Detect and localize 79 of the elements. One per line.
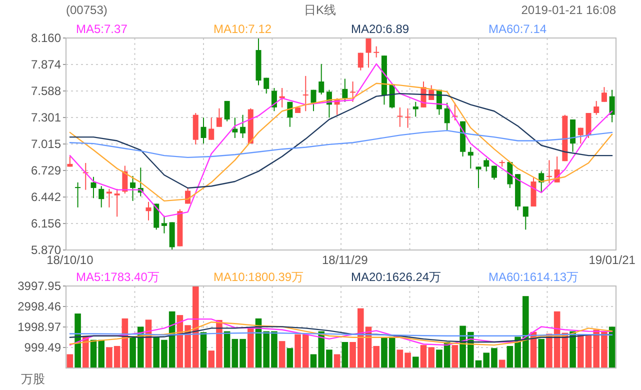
candlestick bbox=[318, 63, 324, 95]
candlestick bbox=[350, 81, 356, 102]
candlestick bbox=[264, 77, 270, 94]
bar bbox=[452, 345, 458, 368]
candlestick bbox=[342, 78, 348, 102]
y-tick-label: 8.160 bbox=[30, 31, 62, 45]
y-tick-label: 6.156 bbox=[30, 216, 62, 231]
text: MA10:7.12 bbox=[214, 22, 272, 36]
bar bbox=[286, 348, 294, 368]
candlestick bbox=[114, 188, 120, 218]
candlestick bbox=[224, 100, 230, 122]
candlestick bbox=[594, 100, 600, 116]
y-tick-label: 999.49 bbox=[24, 340, 62, 354]
bar bbox=[74, 314, 81, 368]
y-tick-label: 3997.95 bbox=[18, 279, 62, 293]
candlestick bbox=[546, 160, 552, 184]
candlestick bbox=[444, 102, 450, 132]
candlestick bbox=[412, 101, 418, 118]
candlestick bbox=[484, 158, 490, 172]
candlestick bbox=[98, 186, 104, 208]
text: MA20:6.89 bbox=[351, 22, 410, 36]
y-tick-label: 6.442 bbox=[30, 190, 62, 204]
candlestick bbox=[271, 87, 277, 112]
candlestick bbox=[366, 38, 372, 68]
text: MA20:1626.24万 bbox=[351, 270, 442, 284]
candlestick bbox=[522, 206, 528, 230]
candlestick bbox=[200, 117, 206, 144]
y-tick-label: 7.301 bbox=[30, 110, 62, 125]
candlestick bbox=[208, 117, 214, 140]
y-axis-title: 万股 bbox=[21, 372, 45, 386]
bar bbox=[342, 342, 348, 368]
bar bbox=[570, 331, 576, 368]
y-tick-label: 1998.97 bbox=[18, 320, 62, 334]
candlestick bbox=[216, 108, 222, 128]
candlestick bbox=[358, 52, 364, 71]
candlestick bbox=[374, 46, 380, 58]
candlestick bbox=[146, 201, 152, 221]
bar bbox=[498, 360, 506, 368]
candlestick bbox=[397, 106, 403, 128]
text: MA5:7.37 bbox=[76, 22, 128, 36]
y-tick-label: 7.588 bbox=[30, 84, 62, 98]
candlestick bbox=[161, 215, 167, 234]
candlestick bbox=[90, 176, 96, 199]
candlestick bbox=[232, 117, 238, 138]
candlestick bbox=[240, 114, 246, 138]
candlestick bbox=[106, 188, 112, 208]
x-tick-label: 18/11/29 bbox=[322, 253, 368, 267]
candlestick bbox=[405, 108, 411, 128]
candlestick bbox=[578, 127, 584, 144]
text: MA5:1783.40万 bbox=[76, 270, 160, 284]
candlestick bbox=[476, 166, 482, 188]
bar bbox=[538, 338, 544, 368]
text: 2019-01-21 16:08 bbox=[521, 3, 616, 17]
text: MA60:1614.13万 bbox=[488, 270, 579, 284]
candlestick bbox=[601, 86, 607, 102]
text: MA60:7.14 bbox=[488, 22, 547, 36]
candlestick bbox=[468, 146, 474, 170]
bar bbox=[224, 331, 230, 368]
y-tick-label: 6.729 bbox=[30, 163, 62, 178]
chart-title: 日K线 bbox=[304, 3, 336, 17]
candlestick bbox=[75, 182, 81, 208]
line-series bbox=[69, 326, 613, 343]
bar bbox=[608, 326, 616, 368]
candlestick bbox=[130, 175, 136, 202]
bar bbox=[412, 356, 419, 368]
y-tick-label: 7.015 bbox=[30, 137, 62, 151]
candlestick bbox=[491, 165, 497, 180]
candlestick bbox=[302, 75, 308, 112]
bar bbox=[334, 354, 340, 368]
bar bbox=[248, 328, 254, 368]
text: (00753) bbox=[66, 3, 108, 17]
bar bbox=[66, 354, 74, 368]
candlestick bbox=[609, 89, 615, 123]
text: MA10:1800.39万 bbox=[214, 270, 304, 284]
y-tick-label: 2998.46 bbox=[18, 300, 62, 314]
bar bbox=[200, 332, 207, 368]
x-tick-label: 19/01/21 bbox=[588, 253, 636, 267]
y-tick-label: 7.874 bbox=[30, 57, 62, 72]
bar bbox=[278, 341, 286, 368]
